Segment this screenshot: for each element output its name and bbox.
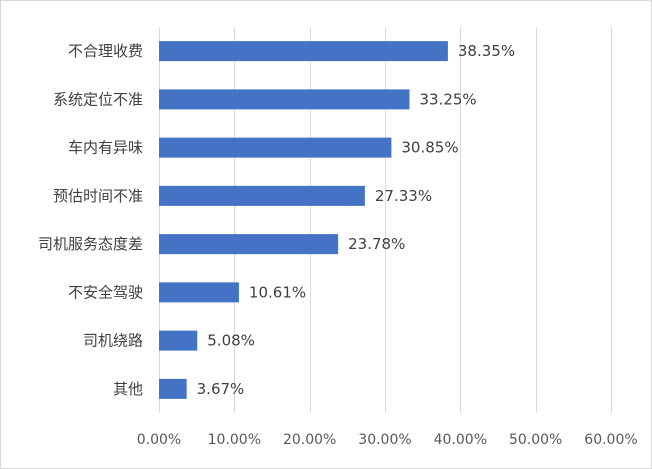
bar-0 bbox=[159, 41, 448, 62]
x-tick-label-6: 60.00% bbox=[584, 432, 637, 448]
bar-1 bbox=[159, 89, 410, 110]
x-tick-label-2: 20.00% bbox=[283, 432, 336, 448]
category-label-6: 司机绕路 bbox=[83, 332, 143, 350]
bar-6 bbox=[159, 330, 198, 351]
value-label-4: 23.78% bbox=[348, 235, 405, 253]
bar-4 bbox=[159, 234, 339, 255]
value-label-0: 38.35% bbox=[458, 42, 515, 60]
value-label-7: 3.67% bbox=[197, 380, 245, 398]
category-label-5: 不安全驾驶 bbox=[68, 283, 143, 301]
x-tick-label-1: 10.00% bbox=[208, 432, 261, 448]
category-label-3: 预估时间不准 bbox=[53, 187, 143, 205]
value-labels: 38.35% 33.25% 30.85% 27.33% 23.78% 10.61% 5.08… bbox=[197, 42, 515, 398]
value-label-6: 5.08% bbox=[207, 332, 255, 350]
value-label-5: 10.61% bbox=[249, 283, 306, 301]
category-label-2: 车内有异味 bbox=[68, 139, 143, 157]
x-tick-label-3: 30.00% bbox=[358, 432, 411, 448]
value-label-3: 27.33% bbox=[375, 187, 432, 205]
bar-5 bbox=[159, 282, 239, 303]
x-tick-label-0: 0.00% bbox=[137, 432, 181, 448]
x-tick-label-5: 50.00% bbox=[509, 432, 562, 448]
value-label-2: 30.85% bbox=[401, 139, 458, 157]
category-label-0: 不合理收费 bbox=[68, 42, 143, 60]
bar-layer bbox=[159, 41, 448, 399]
bar-2 bbox=[159, 137, 392, 158]
category-label-7: 其他 bbox=[113, 380, 143, 398]
x-tick-labels: 0.00% 10.00% 20.00% 30.00% 40.00% 50.00% 60.00… bbox=[137, 432, 638, 448]
x-tick-label-4: 40.00% bbox=[434, 432, 487, 448]
value-label-1: 33.25% bbox=[419, 90, 476, 108]
bar-3 bbox=[159, 185, 365, 206]
category-label-1: 系统定位不准 bbox=[53, 90, 143, 108]
grid-layer bbox=[159, 27, 612, 413]
bar-7 bbox=[159, 378, 187, 399]
category-label-4: 司机服务态度差 bbox=[38, 235, 143, 253]
